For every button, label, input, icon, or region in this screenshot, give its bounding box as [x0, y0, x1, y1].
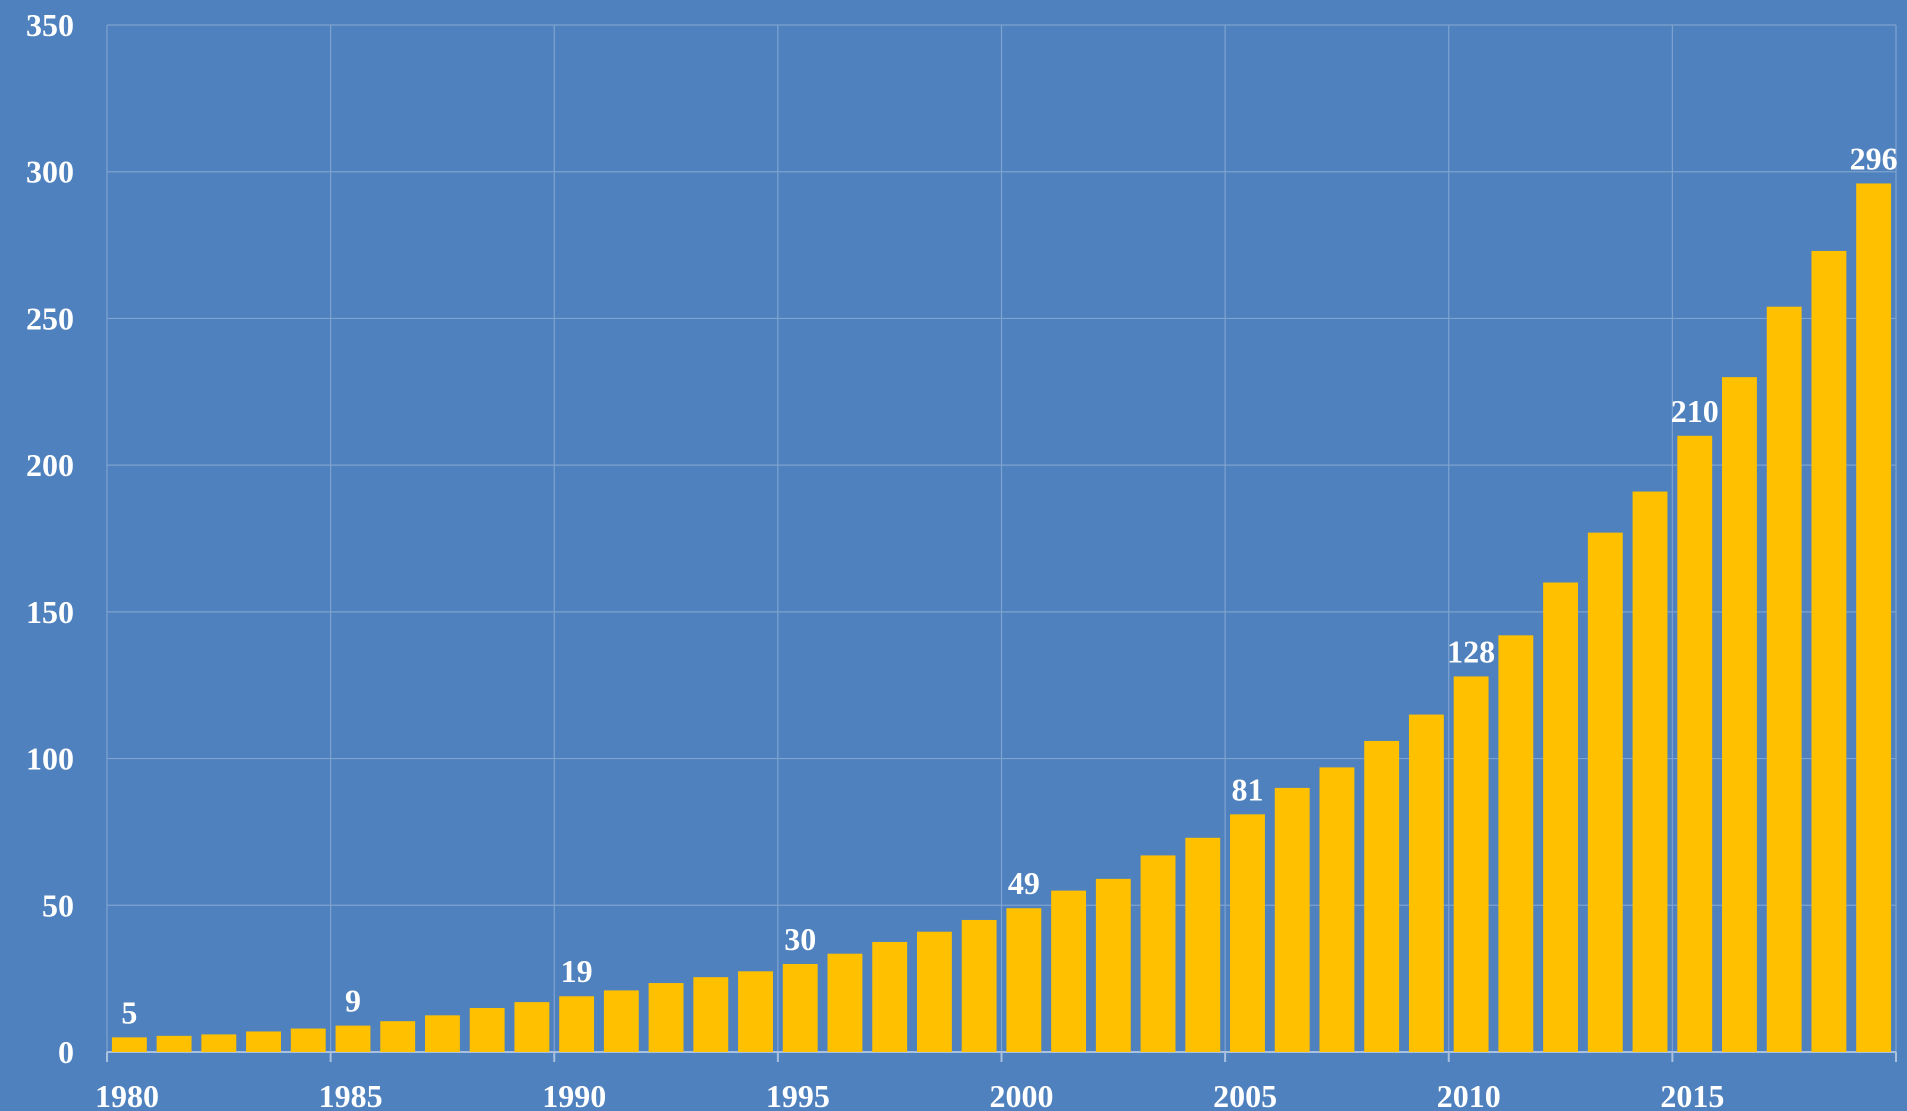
- bar-2003: [1140, 855, 1176, 1052]
- bar-2019: [1856, 183, 1892, 1053]
- y-tick-label-200: 200: [26, 447, 74, 483]
- bar-1994: [738, 971, 773, 1052]
- y-tick-label-350: 350: [26, 7, 74, 43]
- data-label-2000: 49: [1008, 865, 1040, 901]
- bar-2010: [1453, 676, 1489, 1052]
- bar-1986: [380, 1021, 416, 1052]
- x-tick-labels: 1980 1985 1990 1995 2000 2005 2010 2015: [95, 1078, 1724, 1111]
- bar-2008: [1364, 740, 1400, 1052]
- y-tick-label-150: 150: [26, 594, 74, 630]
- bar-1982: [201, 1034, 237, 1052]
- data-label-2019: 296: [1850, 140, 1898, 176]
- x-tick-label-1995: 1995: [766, 1078, 830, 1111]
- bar-1991: [603, 990, 639, 1052]
- y-tick-label-100: 100: [26, 741, 74, 777]
- bar-2017: [1766, 306, 1802, 1053]
- bar-2009: [1408, 714, 1444, 1052]
- bar-2002: [1095, 878, 1131, 1052]
- bar-2011: [1498, 635, 1534, 1052]
- y-tick-label-250: 250: [26, 300, 74, 336]
- x-tick-label-2005: 2005: [1213, 1078, 1277, 1111]
- data-label-1990: 19: [561, 953, 593, 989]
- y-tick-label-50: 50: [42, 887, 74, 923]
- data-label-1995: 30: [784, 921, 816, 957]
- bar-1993: [693, 977, 729, 1052]
- bar-1989: [514, 1002, 550, 1052]
- x-tick-label-1985: 1985: [319, 1078, 383, 1111]
- bar-1983: [246, 1031, 281, 1052]
- bar-1998: [916, 931, 952, 1052]
- y-tick-label-300: 300: [26, 154, 74, 190]
- data-labels: 5 9 19 30 49 81 128 210 296: [121, 140, 1897, 1030]
- bar-2018: [1811, 250, 1847, 1052]
- bar-2013: [1587, 532, 1623, 1052]
- bar-1984: [290, 1028, 326, 1052]
- bar-1985: [335, 1025, 371, 1052]
- data-label-2005: 81: [1231, 771, 1263, 807]
- bar-1996: [827, 953, 863, 1052]
- bar-2014: [1632, 491, 1668, 1053]
- bar-2007: [1319, 767, 1355, 1052]
- bar-2015: [1677, 435, 1713, 1052]
- data-label-2010: 128: [1447, 633, 1495, 669]
- x-tick-label-2010: 2010: [1437, 1078, 1501, 1111]
- data-label-2015: 210: [1671, 393, 1719, 429]
- bar-2004: [1185, 837, 1221, 1052]
- bar-1981: [156, 1035, 192, 1052]
- bar-1995: [782, 963, 818, 1052]
- bar-2012: [1543, 582, 1579, 1052]
- bar-2005: [1230, 814, 1265, 1052]
- bar-1997: [872, 941, 908, 1052]
- y-tick-labels: 0 50 100 150 200 250 300 350: [26, 7, 74, 1070]
- x-tick-label-1990: 1990: [542, 1078, 606, 1111]
- bar-1992: [648, 983, 684, 1052]
- x-tick-label-1980: 1980: [95, 1078, 159, 1111]
- bar-1999: [961, 919, 997, 1052]
- bar-1980: [111, 1037, 147, 1052]
- x-tick-label-2000: 2000: [990, 1078, 1054, 1111]
- grid-lines: [106, 24, 1897, 1052]
- bar-1988: [469, 1007, 505, 1052]
- y-tick-label-0: 0: [58, 1034, 74, 1070]
- bar-2000: [1006, 908, 1042, 1052]
- data-label-1985: 9: [345, 983, 361, 1019]
- bar-1990: [559, 996, 595, 1052]
- bar-2006: [1274, 787, 1310, 1052]
- bar-2016: [1722, 377, 1757, 1053]
- x-tick-label-2015: 2015: [1660, 1078, 1724, 1111]
- bars: [111, 183, 1892, 1053]
- data-label-1980: 5: [121, 994, 137, 1030]
- bar-2001: [1051, 890, 1087, 1052]
- bar-1987: [424, 1015, 460, 1052]
